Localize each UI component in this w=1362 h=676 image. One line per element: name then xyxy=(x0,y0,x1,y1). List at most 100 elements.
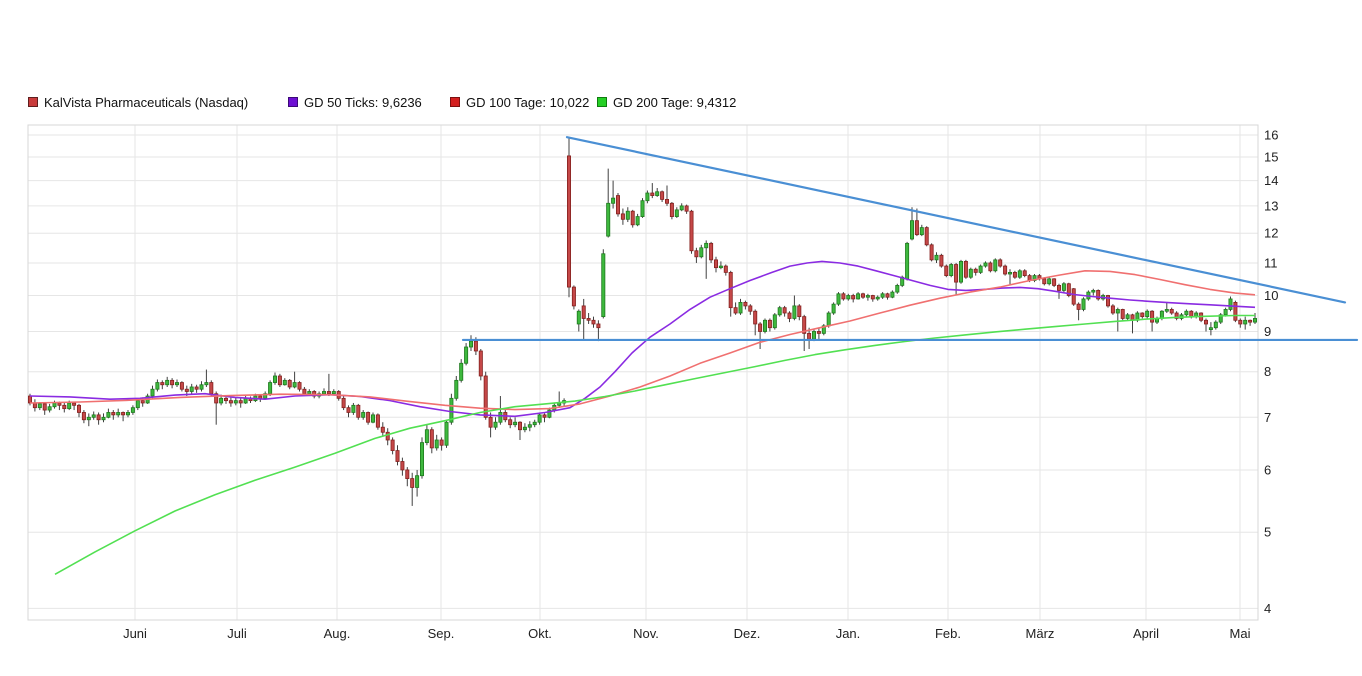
candle-up xyxy=(1223,309,1228,316)
candle-down xyxy=(62,404,67,410)
candle-up xyxy=(1184,310,1189,316)
candle-down xyxy=(1066,283,1071,296)
candle-down xyxy=(665,199,670,204)
candle-down xyxy=(944,265,949,277)
candle-up xyxy=(106,412,111,418)
candle-up xyxy=(52,402,57,408)
candle-down xyxy=(669,202,674,217)
candle-down xyxy=(851,295,856,300)
candle-down xyxy=(356,404,361,418)
candle-down xyxy=(988,262,993,272)
candle-down xyxy=(478,350,483,377)
candle-down xyxy=(194,386,199,390)
candle-up xyxy=(174,382,179,386)
candle-up xyxy=(219,397,224,404)
candle-up xyxy=(233,400,238,404)
candle-up xyxy=(513,421,518,426)
candle-up xyxy=(522,426,527,431)
candle-up xyxy=(856,293,861,300)
candle-down xyxy=(473,340,478,352)
candle-up xyxy=(606,202,611,237)
candle-down xyxy=(395,450,400,462)
descending-resistance-trendline xyxy=(565,136,1347,304)
candle-up xyxy=(905,242,910,280)
candle-up xyxy=(307,391,312,395)
candle-down xyxy=(1204,319,1209,325)
candle-down xyxy=(1003,265,1008,275)
candle-up xyxy=(1164,309,1169,312)
candle-up xyxy=(949,264,954,277)
candle-down xyxy=(1071,288,1076,305)
gd200-line xyxy=(54,314,1255,575)
candle-up xyxy=(130,407,135,413)
candle-down xyxy=(571,286,576,307)
candle-down xyxy=(802,316,807,334)
candle-up xyxy=(763,319,768,332)
y-axis-label: 9 xyxy=(1264,324,1271,339)
candle-down xyxy=(1052,278,1057,286)
candle-down xyxy=(841,293,846,300)
candle-down xyxy=(586,318,591,321)
candle-down xyxy=(1076,303,1081,310)
candle-down xyxy=(214,393,219,404)
candle-up xyxy=(434,439,439,449)
candle-up xyxy=(1017,270,1022,278)
candle-up xyxy=(919,227,924,236)
candle-up xyxy=(493,421,498,428)
candle-down xyxy=(1150,310,1155,323)
candle-down xyxy=(689,210,694,252)
candle-down xyxy=(660,191,665,200)
candle-down xyxy=(1169,309,1174,314)
candle-down xyxy=(1042,278,1047,285)
candle-down xyxy=(483,375,488,418)
candle-up xyxy=(468,340,473,348)
candle-down xyxy=(782,307,787,314)
candle-up xyxy=(459,362,464,381)
x-axis-label: Jan. xyxy=(836,626,861,641)
candle-down xyxy=(694,250,699,258)
candle-up xyxy=(263,393,268,399)
candle-up xyxy=(968,268,973,278)
candle-up xyxy=(67,402,72,410)
candle-up xyxy=(679,205,684,211)
candle-down xyxy=(341,397,346,409)
x-axis-label: Sep. xyxy=(428,626,455,641)
candle-up xyxy=(836,293,841,305)
candle-down xyxy=(277,375,282,386)
candle-up xyxy=(351,404,356,413)
candle-up xyxy=(699,247,704,258)
candle-up xyxy=(272,375,277,383)
candle-down xyxy=(160,382,165,386)
candle-up xyxy=(812,331,817,340)
candle-down xyxy=(954,264,959,283)
candle-up xyxy=(189,386,194,392)
candle-up xyxy=(983,262,988,267)
candle-down xyxy=(973,268,978,273)
y-axis-label: 14 xyxy=(1264,173,1278,188)
candle-up xyxy=(875,296,880,300)
candle-up xyxy=(165,379,170,386)
candle-down xyxy=(111,412,116,416)
y-axis-label: 4 xyxy=(1264,601,1271,616)
candle-down xyxy=(758,323,763,332)
candle-up xyxy=(116,412,121,416)
y-axis-label: 10 xyxy=(1264,288,1278,303)
candle-up xyxy=(532,421,537,426)
candle-up xyxy=(243,397,248,404)
candle-down xyxy=(753,310,758,325)
candle-down xyxy=(924,227,929,246)
candle-up xyxy=(199,384,204,390)
y-axis-label: 13 xyxy=(1264,198,1278,213)
candle-down xyxy=(184,388,189,392)
y-axis-label: 7 xyxy=(1264,410,1271,425)
candle-up xyxy=(47,406,52,411)
legend-item-label: GD 100 Tage: 10,022 xyxy=(466,94,590,110)
candle-up xyxy=(321,391,326,395)
candle-down xyxy=(1140,312,1145,318)
candle-up xyxy=(101,416,106,421)
candle-up xyxy=(826,312,831,327)
candle-up xyxy=(1218,314,1223,323)
candle-down xyxy=(302,388,307,395)
candle-up xyxy=(645,192,650,202)
candle-down xyxy=(42,403,47,411)
